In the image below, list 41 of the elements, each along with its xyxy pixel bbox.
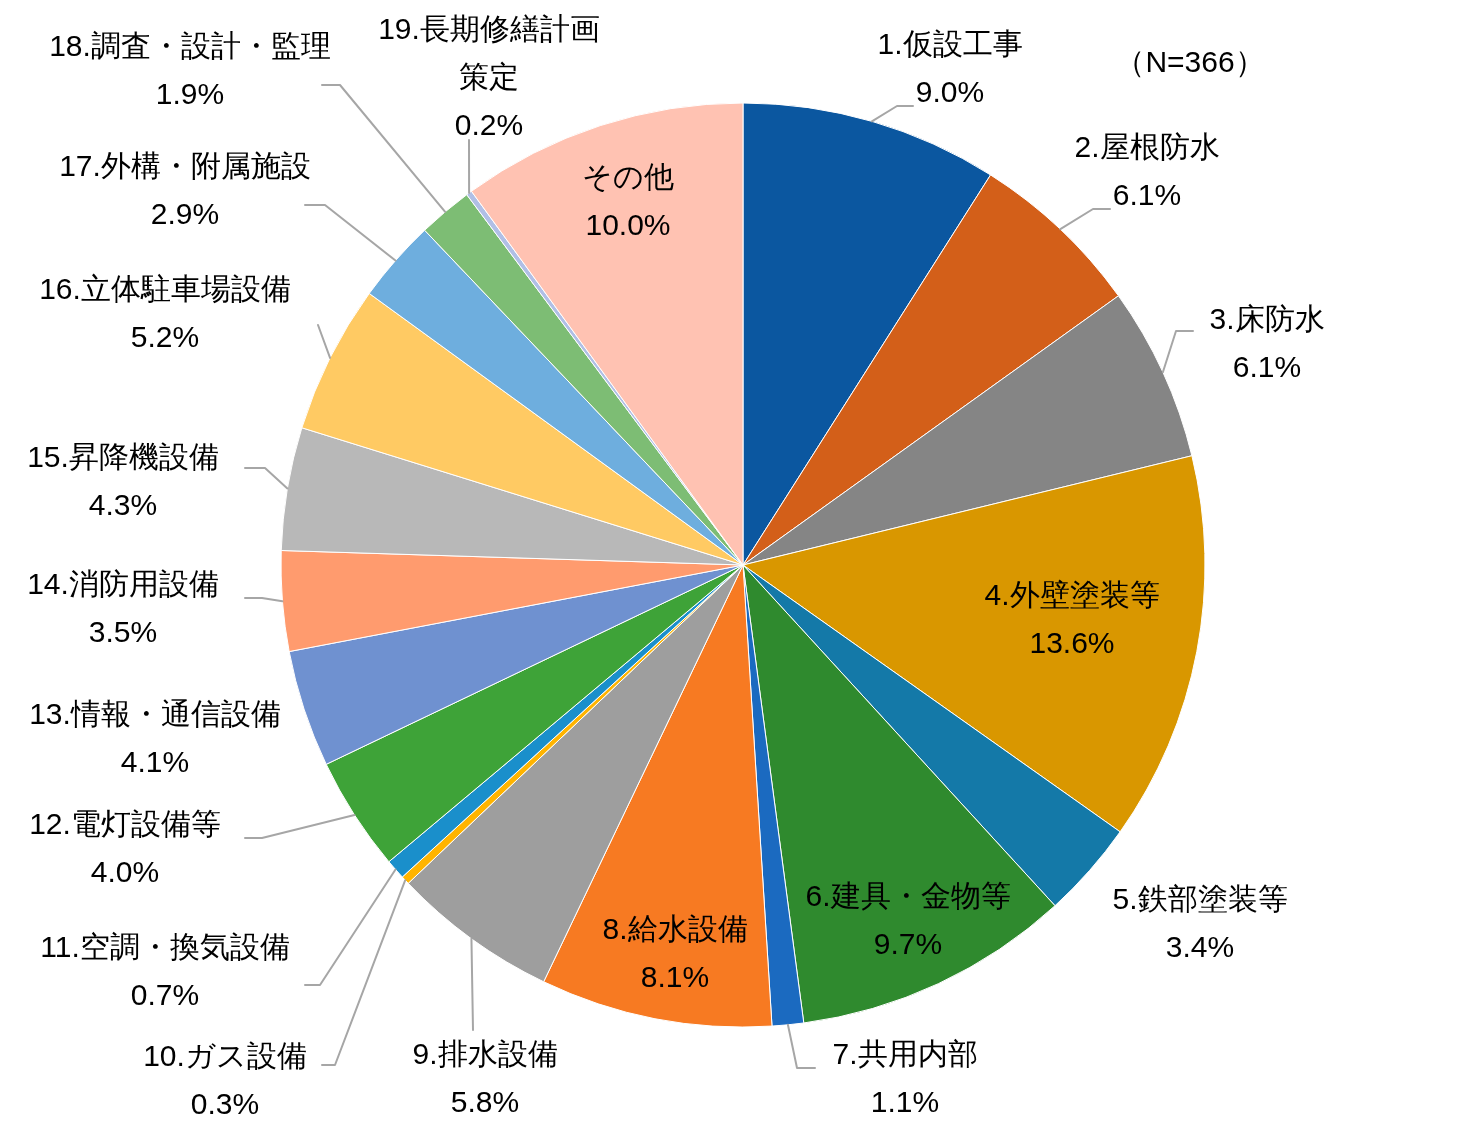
data-label: 4.0% — [90, 855, 160, 888]
data-label: 10.0% — [585, 208, 671, 241]
slice-label: 17.外構・附属施設 — [59, 149, 311, 182]
data-label: 1.9% — [155, 77, 225, 110]
data-label: 5.8% — [450, 1085, 520, 1118]
data-label: 5.2% — [130, 320, 200, 353]
data-label: 0.3% — [190, 1087, 260, 1120]
data-label: 3.4% — [1165, 930, 1235, 963]
data-label: 9.7% — [873, 927, 943, 960]
slice-label: 1.仮設工事 — [877, 27, 1023, 60]
slice-label: 15.昇降機設備 — [27, 440, 219, 473]
data-label: 6.1% — [1112, 178, 1182, 211]
slice-label: 6.建具・金物等 — [805, 879, 1011, 912]
data-label: 8.1% — [640, 960, 710, 993]
slice-label: その他 — [582, 160, 674, 193]
data-label: 13.6% — [1029, 626, 1115, 659]
slice-label: 5.鉄部塗装等 — [1112, 882, 1288, 915]
data-label: 9.0% — [915, 75, 985, 108]
slice-label: 3.床防水 — [1209, 302, 1325, 335]
text: （N=366） — [1115, 45, 1265, 78]
slice-label: 18.調査・設計・監理 — [49, 29, 331, 62]
data-label: 6.1% — [1232, 350, 1302, 383]
slice-label: 4.外壁塗装等 — [984, 578, 1160, 611]
slice-label: 16.立体駐車場設備 — [39, 272, 291, 305]
data-label: 3.5% — [88, 615, 158, 648]
data-label: 4.1% — [120, 745, 190, 778]
data-label: 0.2% — [454, 108, 524, 141]
slice-label: 12.電灯設備等 — [29, 807, 221, 840]
data-label: 1.1% — [870, 1085, 940, 1118]
slice-label: 11.空調・換気設備 — [40, 930, 290, 963]
slice-label: 2.屋根防水 — [1074, 130, 1220, 163]
slice-label: 9.排水設備 — [412, 1037, 558, 1070]
slice-label: 13.情報・通信設備 — [29, 697, 281, 730]
data-label: 2.9% — [150, 197, 220, 230]
slice-label: 8.給水設備 — [602, 912, 748, 945]
slice-label: 14.消防用設備 — [27, 567, 219, 600]
slice-label: 10.ガス設備 — [143, 1039, 307, 1072]
slice-label: 19.長期修繕計画策定 — [378, 12, 600, 93]
data-label: 4.3% — [88, 488, 158, 521]
slice-label: 7.共用内部 — [832, 1037, 978, 1070]
data-label: 0.7% — [130, 978, 200, 1011]
